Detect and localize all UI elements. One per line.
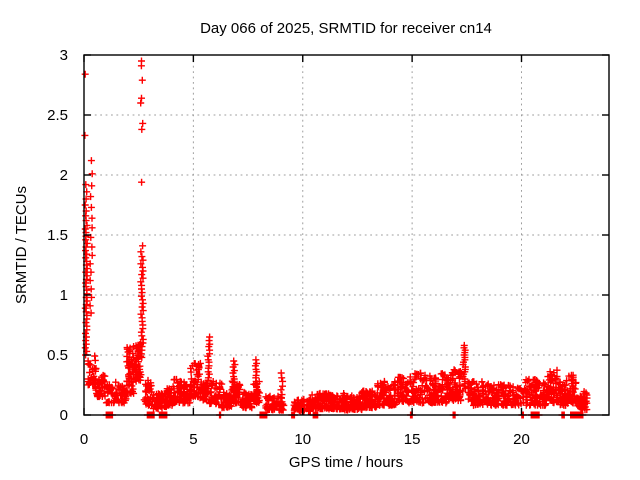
y-tick-label: 1.5	[47, 227, 68, 244]
grid-lines	[84, 55, 609, 415]
y-tick-label: 0.5	[47, 347, 68, 364]
tick-labels: 0 5 10 15 20 0 0.5 1 1.5 2 2.5 3	[47, 47, 530, 448]
y-tick-label: 2.5	[47, 107, 68, 124]
y-tick-label: 1	[60, 287, 68, 304]
chart-title: Day 066 of 2025, SRMTID for receiver cn1…	[200, 20, 492, 37]
y-tick-label: 0	[60, 407, 68, 424]
data-points	[81, 57, 591, 419]
x-axis-label: GPS time / hours	[289, 454, 403, 471]
x-tick-label: 20	[513, 431, 530, 448]
x-tick-label: 5	[189, 431, 197, 448]
axis-ticks	[83, 54, 609, 416]
plot-border	[83, 54, 610, 416]
y-tick-label: 2	[60, 167, 68, 184]
x-tick-label: 0	[80, 431, 88, 448]
x-tick-label: 10	[294, 431, 311, 448]
y-axis-label: SRMTID / TECUs	[13, 186, 30, 304]
x-tick-label: 15	[404, 431, 421, 448]
y-tick-label: 3	[60, 47, 68, 64]
